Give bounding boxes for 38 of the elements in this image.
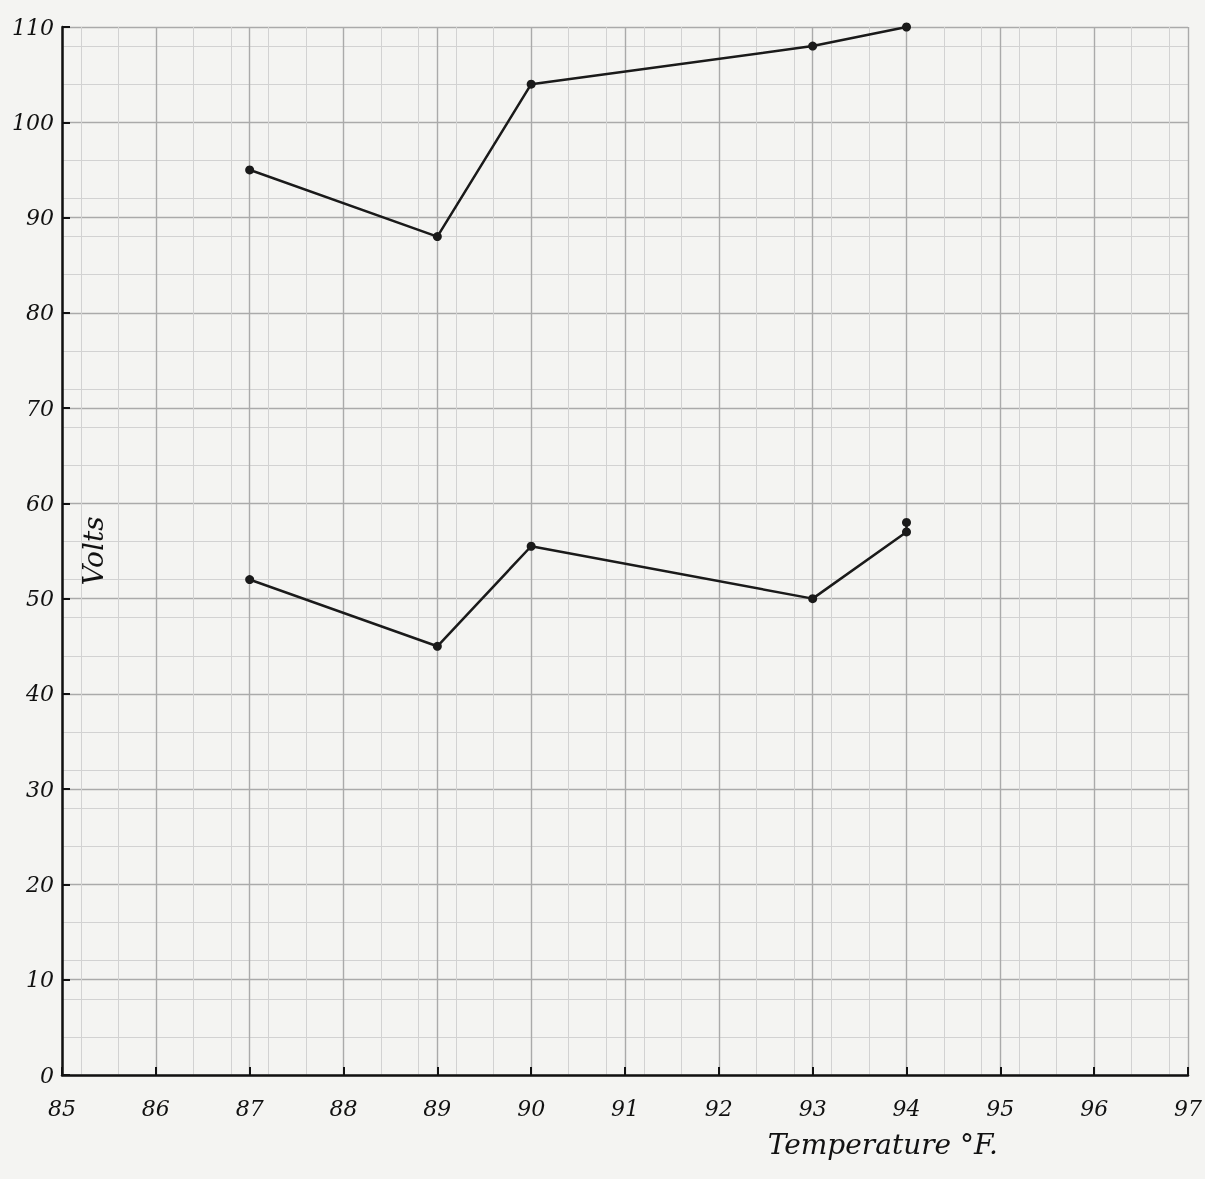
y-tick-label: 110 bbox=[12, 14, 54, 40]
x-tick-label: 87 bbox=[235, 1095, 264, 1121]
x-tick-label: 97 bbox=[1174, 1095, 1202, 1121]
y-tick-label: 100 bbox=[12, 109, 54, 135]
point bbox=[902, 517, 911, 527]
x-tick-label: 90 bbox=[517, 1095, 546, 1121]
point bbox=[432, 232, 442, 242]
y-tick-label: 50 bbox=[26, 586, 54, 612]
x-tick-label: 95 bbox=[986, 1095, 1015, 1121]
y-axis-title: Volts bbox=[76, 516, 110, 586]
x-tick-label: 96 bbox=[1080, 1095, 1109, 1121]
point bbox=[526, 541, 536, 551]
y-tick-label: 10 bbox=[26, 967, 54, 993]
x-tick-label: 91 bbox=[611, 1095, 639, 1121]
x-tick-label: 89 bbox=[423, 1095, 452, 1121]
y-tick-label: 80 bbox=[26, 300, 54, 326]
point bbox=[902, 527, 911, 537]
point bbox=[432, 641, 442, 651]
x-tick-label: 92 bbox=[704, 1095, 733, 1121]
x-axis-title: Temperature °F. bbox=[767, 1127, 998, 1161]
y-tick-label: 20 bbox=[25, 871, 54, 897]
y-tick-label: 90 bbox=[26, 205, 54, 231]
y-tick-label: 0 bbox=[40, 1062, 54, 1088]
point bbox=[808, 594, 818, 604]
point bbox=[526, 79, 536, 89]
x-tick-label: 94 bbox=[892, 1095, 921, 1121]
x-tick-label: 86 bbox=[141, 1095, 170, 1121]
y-tick-label: 60 bbox=[26, 490, 54, 516]
point bbox=[902, 22, 911, 32]
point bbox=[245, 165, 255, 175]
y-tick-label: 40 bbox=[25, 681, 54, 707]
point bbox=[245, 575, 255, 585]
y-tick-label: 30 bbox=[26, 776, 54, 802]
x-tick-label: 93 bbox=[798, 1095, 827, 1121]
x-tick-label: 85 bbox=[48, 1095, 76, 1121]
point bbox=[808, 41, 818, 51]
x-tick-label: 88 bbox=[329, 1095, 358, 1121]
y-tick-label: 70 bbox=[26, 395, 54, 421]
